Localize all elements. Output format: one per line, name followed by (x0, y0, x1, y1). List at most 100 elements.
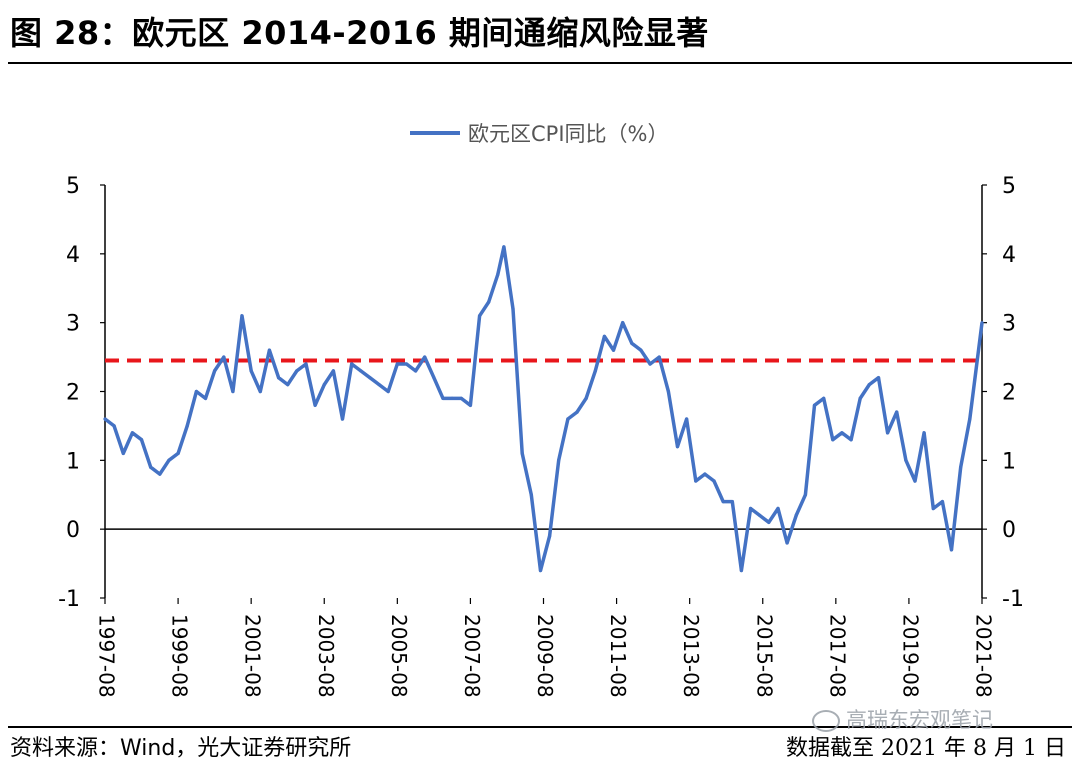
data-point (185, 424, 189, 428)
data-point (203, 396, 208, 400)
data-point (496, 272, 500, 277)
data-point (575, 410, 579, 414)
data-point (602, 334, 607, 338)
data-point (657, 355, 661, 359)
data-point (414, 369, 418, 373)
y-tick-label-right: 0 (1002, 518, 1016, 543)
data-point (584, 396, 588, 400)
data-point (295, 369, 299, 373)
data-point (176, 451, 180, 455)
data-point (340, 417, 345, 421)
data-point (194, 389, 198, 394)
y-tick-label-left: 0 (66, 518, 80, 543)
date-note: 数据截至 2021 年 8 月 1 日 (786, 736, 1066, 761)
data-point (258, 389, 262, 394)
y-tick-label-right: 5 (1002, 174, 1016, 199)
y-tick-label-left: 4 (66, 243, 80, 268)
data-point (630, 341, 634, 345)
x-ticks: 1997-08 1999-08 2001-08 2003-08 2005-08 2007-… (95, 598, 996, 698)
data-point (593, 369, 597, 373)
data-point (758, 513, 762, 518)
data-point (130, 431, 134, 435)
data-point (213, 369, 217, 373)
y-ticks-right: -1 0 1 2 3 4 5 (982, 174, 1024, 612)
data-point (611, 348, 616, 352)
data-point (803, 493, 808, 497)
data-point (231, 389, 235, 394)
watermark-text: 高瑞东宏观笔记 (846, 708, 993, 732)
data-point (739, 568, 744, 573)
data-point (529, 493, 533, 497)
data-point (648, 362, 652, 366)
data-point (675, 445, 680, 449)
data-point (267, 348, 271, 352)
x-tick-label: 2015-08 (752, 614, 776, 698)
y-tick-label-right: 1 (1002, 449, 1016, 474)
data-point (767, 520, 771, 524)
data-point (277, 376, 281, 380)
x-tick-label: 2007-08 (460, 614, 484, 698)
data-point (395, 362, 399, 366)
data-point (331, 369, 335, 373)
data-point (922, 431, 926, 435)
x-tick-label: 2021-08 (972, 614, 996, 698)
x-tick-label: 2013-08 (679, 614, 703, 698)
data-point (511, 307, 515, 311)
series-points (103, 245, 984, 573)
legend: 欧元区CPI同比（%） (410, 122, 668, 146)
data-point (794, 513, 798, 518)
data-point (840, 431, 844, 435)
y-ticks-left: -1 0 1 2 3 4 5 (58, 174, 105, 612)
y-tick-label-right: 4 (1002, 243, 1016, 268)
data-point (959, 465, 963, 469)
data-point (459, 396, 463, 400)
data-point (904, 458, 908, 462)
data-point (450, 396, 454, 400)
x-tick-label: 2005-08 (387, 614, 411, 698)
data-point (980, 321, 984, 325)
data-point (487, 300, 491, 304)
data-point (502, 245, 506, 249)
axes (104, 185, 983, 598)
data-point (158, 472, 162, 476)
data-point (249, 369, 253, 373)
data-point (538, 568, 543, 573)
footer-rule (8, 726, 1072, 728)
y-tick-label-right: 2 (1002, 381, 1016, 406)
wechat-icon (812, 710, 840, 732)
data-point (478, 314, 482, 318)
legend-label-cpi: 欧元区CPI同比（%） (468, 122, 668, 146)
data-point (685, 417, 689, 421)
data-point (432, 376, 436, 380)
x-tick-label: 2011-08 (606, 614, 630, 698)
data-point (730, 500, 734, 504)
data-point (639, 348, 643, 352)
data-point (949, 548, 954, 552)
source-note: 资料来源：Wind，光大证券研究所 (10, 736, 352, 761)
y-tick-label-left: 5 (66, 174, 80, 199)
series-line-cpi (103, 245, 984, 573)
data-point (940, 500, 945, 504)
data-point (386, 389, 390, 394)
data-point (876, 376, 881, 380)
title-rule (8, 62, 1072, 64)
data-point (548, 534, 552, 538)
data-point (368, 376, 372, 380)
x-tick-label: 2019-08 (898, 614, 922, 698)
figure-title: 图 28：欧元区 2014-2016 期间通缩风险显著 (10, 14, 709, 52)
y-tick-label-right: -1 (1002, 587, 1024, 612)
data-point (557, 458, 561, 462)
data-point (913, 479, 917, 483)
data-point (149, 465, 153, 469)
data-point (304, 362, 308, 366)
data-point (423, 355, 427, 359)
data-point (621, 321, 625, 325)
data-point (712, 479, 716, 483)
data-point (222, 355, 226, 359)
x-tick-label: 2009-08 (533, 614, 557, 698)
data-point (694, 479, 698, 483)
x-tick-label: 2017-08 (825, 614, 849, 698)
data-point (377, 383, 381, 387)
data-point (404, 362, 409, 366)
data-point (468, 403, 472, 407)
